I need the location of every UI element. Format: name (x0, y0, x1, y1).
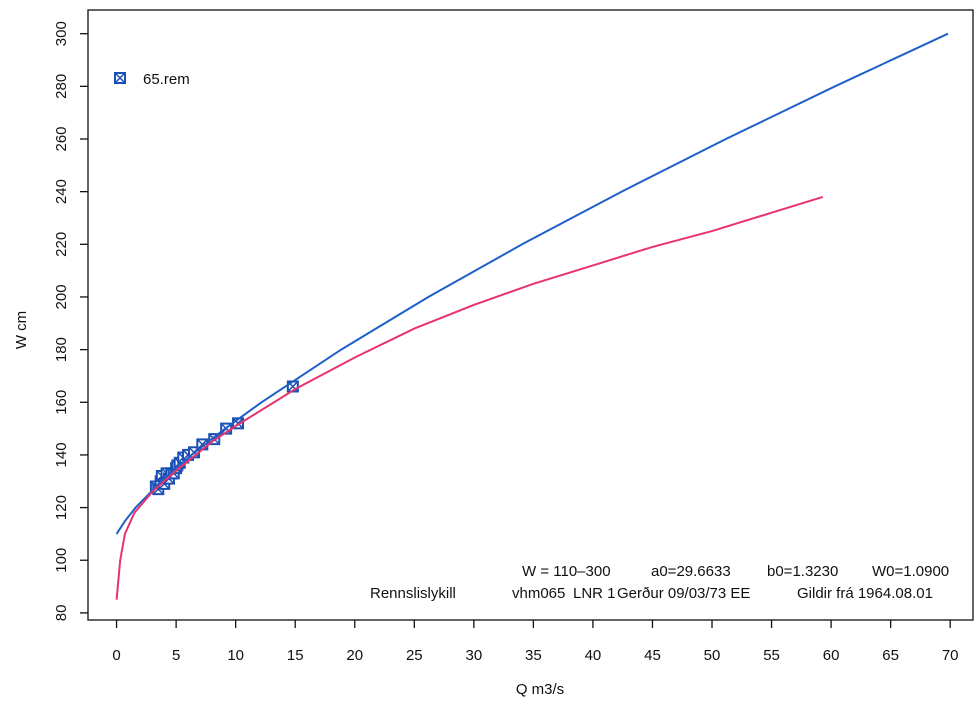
legend: 65.rem (114, 71, 190, 88)
annotation: W = 110–300 (522, 563, 611, 580)
annotation: vhm065 (512, 585, 565, 602)
y-tick-label: 120 (53, 495, 70, 520)
annotation: W0=1.0900 (872, 563, 949, 580)
x-axis-label: Q m3/s (516, 681, 564, 698)
x-tick-label: 65 (882, 647, 899, 664)
x-tick-label: 60 (823, 647, 840, 664)
x-tick-label: 15 (287, 647, 304, 664)
y-tick-label: 260 (53, 126, 70, 151)
annotation: Gildir frá 1964.08.01 (797, 585, 933, 602)
x-tick-label: 55 (763, 647, 780, 664)
annotation: b0=1.3230 (767, 563, 838, 580)
y-tick-label: 140 (53, 442, 70, 467)
y-tick-label: 240 (53, 179, 70, 204)
x-tick-label: 30 (465, 647, 482, 664)
annotation: Rennslislykill (370, 585, 456, 602)
x-tick-label: 0 (112, 647, 120, 664)
y-tick-label: 300 (53, 21, 70, 46)
y-tick-label: 220 (53, 232, 70, 257)
legend-label: 65.rem (143, 71, 190, 88)
annotation: LNR 1 (573, 585, 616, 602)
annotation: Gerður 09/03/73 EE (617, 585, 750, 602)
y-tick-label: 100 (53, 548, 70, 573)
x-tick-label: 70 (942, 647, 959, 664)
plot-frame (87, 9, 974, 621)
curve (115, 195, 824, 600)
legend-marker (114, 72, 126, 84)
x-tick-label: 40 (585, 647, 602, 664)
x-tick-label: 20 (346, 647, 363, 664)
x-tick-label: 10 (227, 647, 244, 664)
x-tick-label: 25 (406, 647, 423, 664)
x-tick-label: 5 (172, 647, 180, 664)
y-axis-label: W cm (13, 311, 30, 349)
y-tick-label: 280 (53, 74, 70, 99)
x-tick-label: 50 (704, 647, 721, 664)
x-tick-label: 35 (525, 647, 542, 664)
y-tick-label: 160 (53, 390, 70, 415)
curve (115, 32, 949, 535)
x-tick-label: 45 (644, 647, 661, 664)
y-tick-label: 180 (53, 337, 70, 362)
point-cross (115, 73, 125, 83)
annotation: a0=29.6633 (651, 563, 731, 580)
y-tick-label: 80 (53, 605, 70, 622)
y-tick-label: 200 (53, 284, 70, 309)
